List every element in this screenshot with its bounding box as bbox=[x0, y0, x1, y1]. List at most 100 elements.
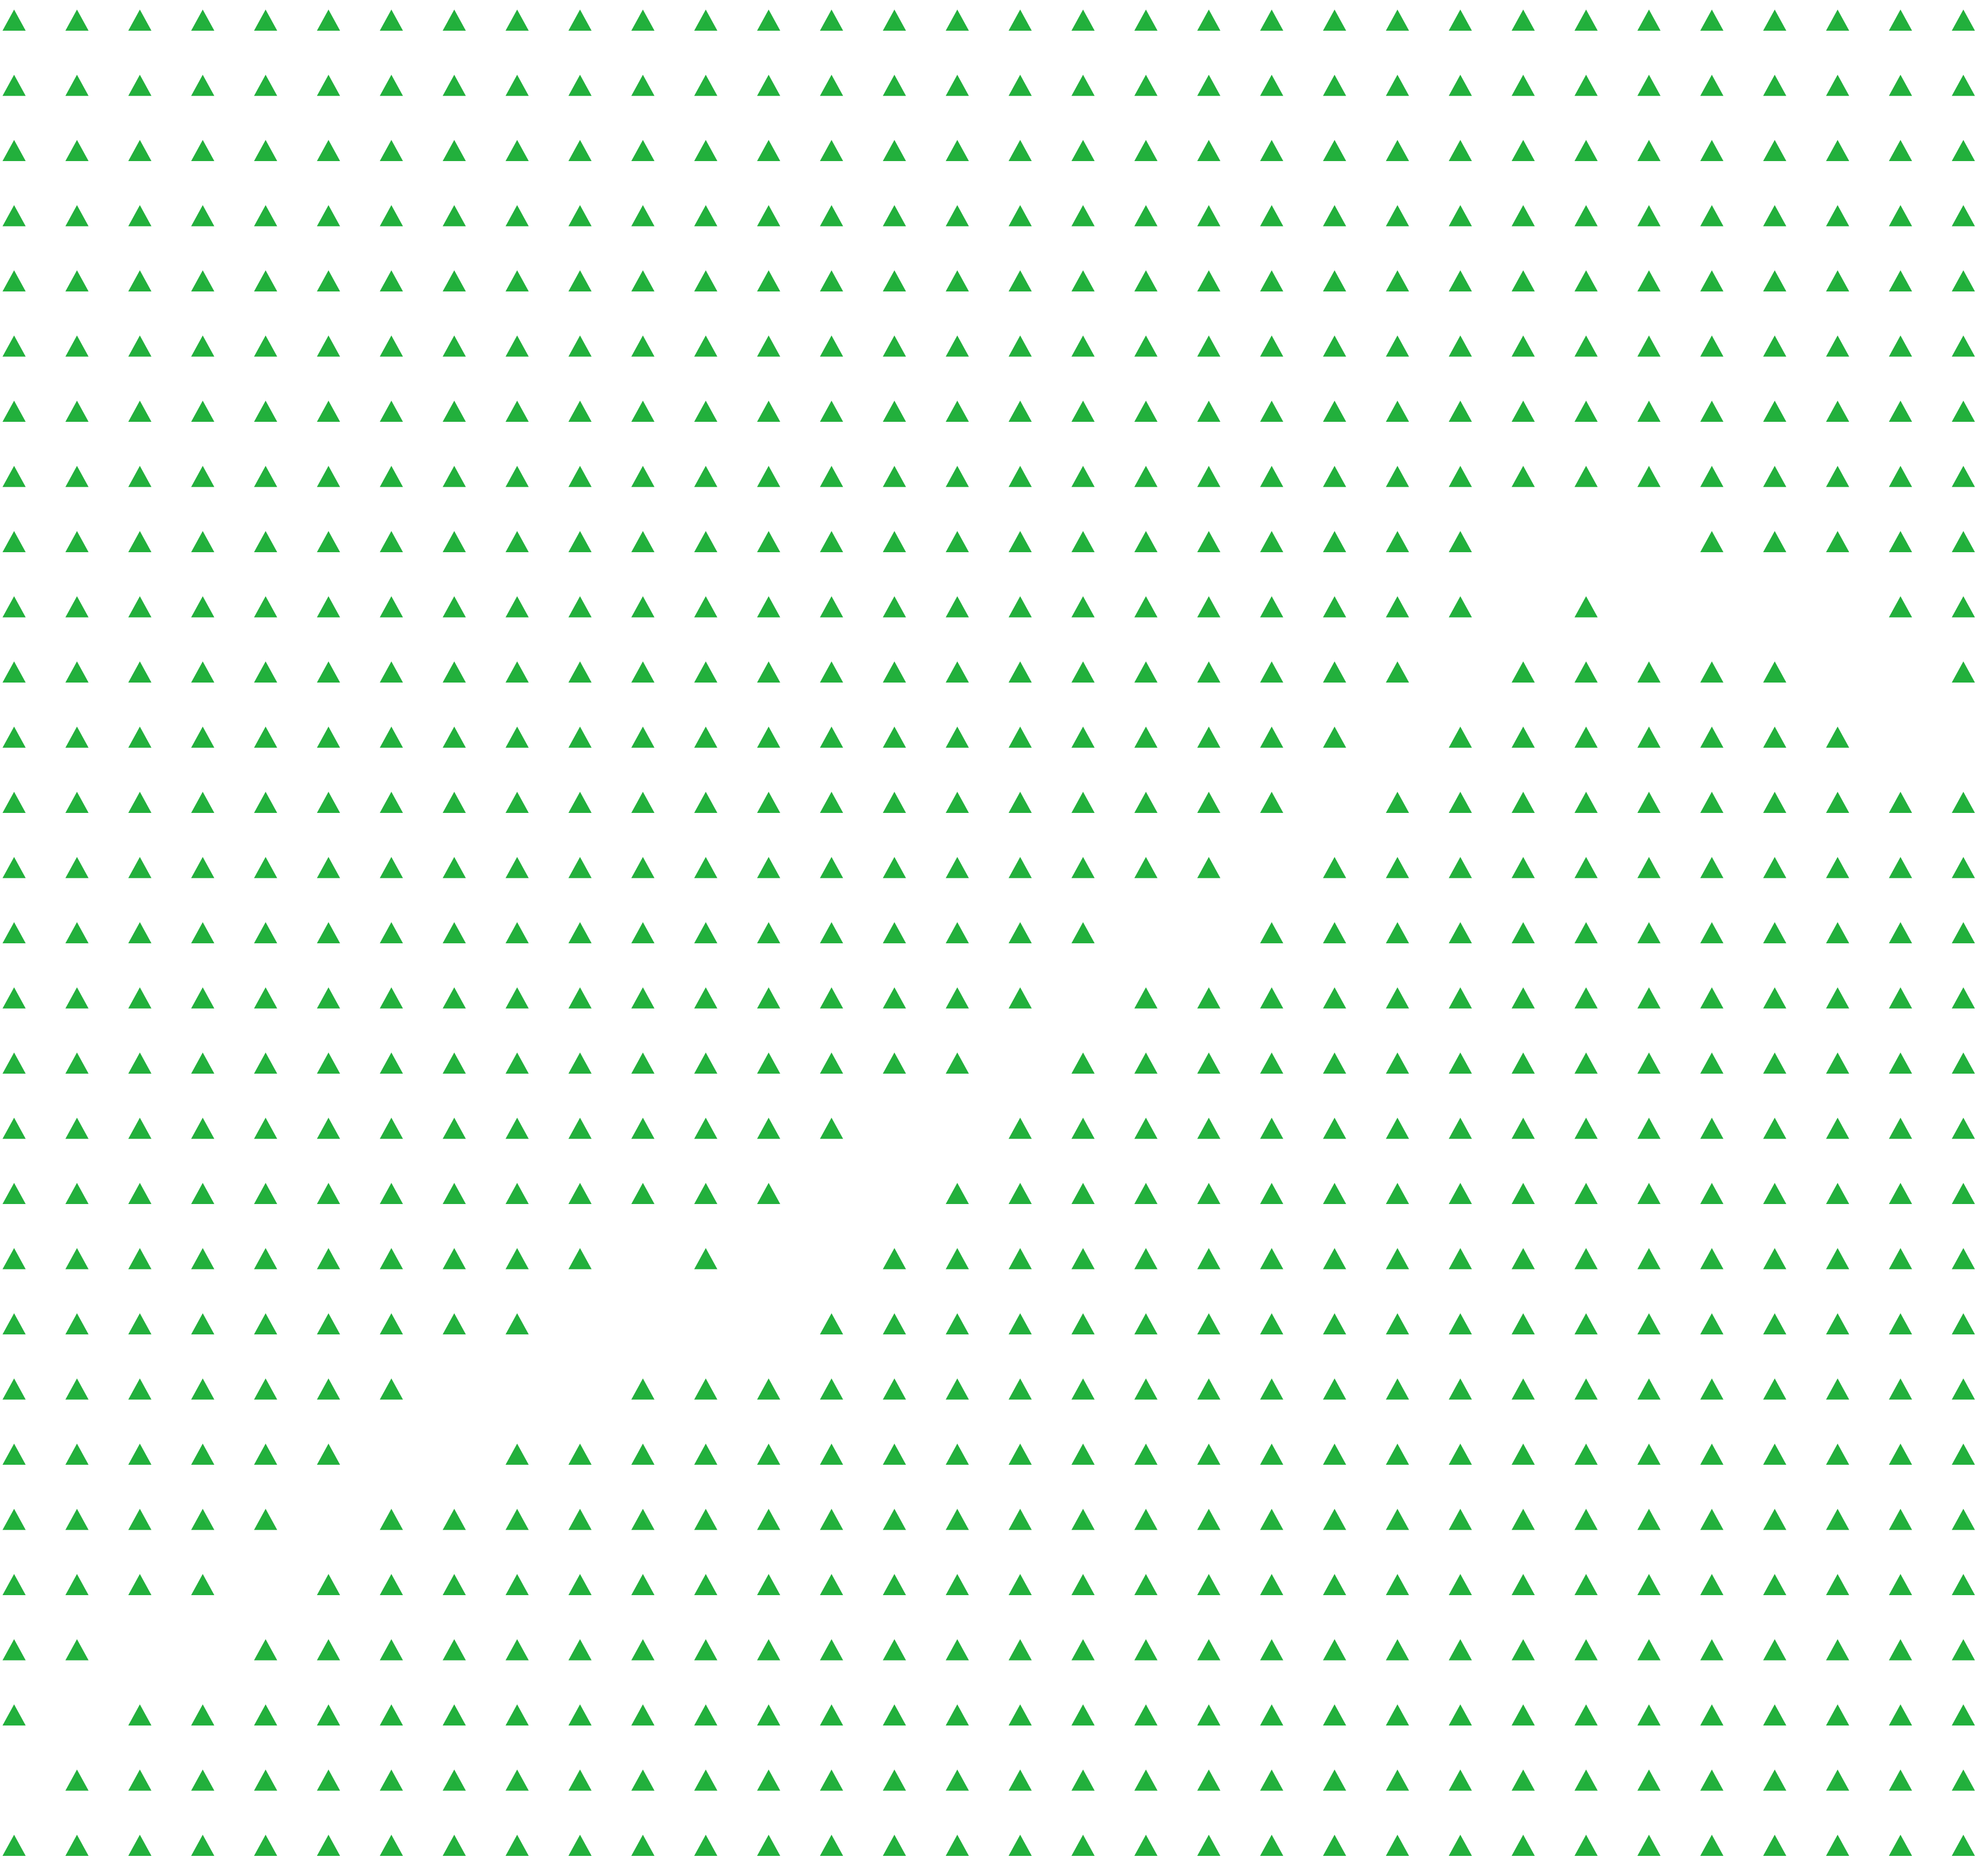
triangle-icon bbox=[1700, 140, 1724, 161]
triangle-icon bbox=[1134, 1444, 1158, 1465]
triangle-icon bbox=[443, 596, 466, 618]
triangle-icon bbox=[1889, 270, 1912, 291]
triangle-icon bbox=[945, 10, 969, 31]
triangle-icon bbox=[443, 922, 466, 943]
triangle-icon bbox=[1071, 1769, 1095, 1791]
triangle-icon bbox=[1385, 74, 1409, 96]
triangle-icon bbox=[1134, 1248, 1158, 1269]
triangle-icon bbox=[1574, 140, 1598, 161]
triangle-icon bbox=[1826, 1117, 1850, 1139]
triangle-icon bbox=[1951, 596, 1975, 618]
triangle-icon bbox=[65, 140, 89, 161]
triangle-icon bbox=[317, 270, 340, 291]
triangle-icon bbox=[1260, 1769, 1283, 1791]
triangle-icon bbox=[1260, 1835, 1283, 1856]
triangle-icon bbox=[1763, 74, 1787, 96]
triangle-icon bbox=[945, 922, 969, 943]
triangle-icon bbox=[1889, 205, 1912, 227]
triangle-icon bbox=[128, 922, 152, 943]
triangle-icon bbox=[505, 726, 529, 748]
triangle-icon bbox=[505, 1574, 529, 1595]
triangle-icon bbox=[65, 335, 89, 357]
triangle-icon bbox=[1071, 1444, 1095, 1465]
triangle-icon bbox=[1448, 857, 1472, 878]
triangle-icon bbox=[1197, 205, 1221, 227]
triangle-icon bbox=[443, 1509, 466, 1530]
triangle-icon bbox=[1889, 1313, 1912, 1334]
triangle-icon bbox=[443, 857, 466, 878]
triangle-icon bbox=[1134, 1704, 1158, 1725]
triangle-icon bbox=[65, 1835, 89, 1856]
triangle-icon bbox=[1889, 1639, 1912, 1661]
triangle-icon bbox=[1323, 531, 1346, 552]
triangle-icon bbox=[3, 1639, 26, 1661]
triangle-icon bbox=[631, 922, 654, 943]
triangle-icon bbox=[443, 74, 466, 96]
triangle-icon bbox=[443, 1183, 466, 1204]
triangle-icon bbox=[883, 1509, 906, 1530]
triangle-icon bbox=[1260, 205, 1283, 227]
triangle-icon bbox=[1385, 335, 1409, 357]
triangle-icon bbox=[505, 205, 529, 227]
triangle-icon bbox=[65, 1639, 89, 1661]
triangle-icon bbox=[568, 10, 592, 31]
triangle-icon bbox=[1008, 1769, 1032, 1791]
triangle-icon bbox=[1323, 1509, 1346, 1530]
triangle-icon bbox=[1637, 335, 1661, 357]
triangle-icon bbox=[694, 531, 717, 552]
triangle-icon bbox=[1700, 205, 1724, 227]
triangle-icon bbox=[1071, 1248, 1095, 1269]
triangle-icon bbox=[1763, 1117, 1787, 1139]
triangle-icon bbox=[1826, 1639, 1850, 1661]
triangle-icon bbox=[1574, 1378, 1598, 1400]
triangle-icon bbox=[1951, 1769, 1975, 1791]
triangle-icon bbox=[443, 792, 466, 813]
triangle-icon bbox=[1260, 1248, 1283, 1269]
triangle-icon bbox=[1700, 10, 1724, 31]
triangle-icon bbox=[191, 1183, 214, 1204]
triangle-icon bbox=[820, 140, 843, 161]
triangle-icon bbox=[1071, 335, 1095, 357]
triangle-icon bbox=[568, 270, 592, 291]
triangle-icon bbox=[380, 1509, 403, 1530]
triangle-icon bbox=[443, 1639, 466, 1661]
triangle-icon bbox=[1511, 1053, 1535, 1074]
triangle-icon bbox=[380, 1378, 403, 1400]
triangle-icon bbox=[694, 1117, 717, 1139]
triangle-icon bbox=[694, 1444, 717, 1465]
triangle-icon bbox=[883, 1313, 906, 1334]
triangle-icon bbox=[1763, 1835, 1787, 1856]
triangle-icon bbox=[1826, 74, 1850, 96]
triangle-icon bbox=[1448, 1769, 1472, 1791]
triangle-icon bbox=[1637, 1574, 1661, 1595]
triangle-icon bbox=[443, 10, 466, 31]
triangle-icon bbox=[1574, 1639, 1598, 1661]
triangle-icon bbox=[945, 1313, 969, 1334]
triangle-icon bbox=[1826, 335, 1850, 357]
triangle-icon bbox=[1385, 1769, 1409, 1791]
triangle-icon bbox=[443, 140, 466, 161]
triangle-icon bbox=[883, 140, 906, 161]
triangle-icon bbox=[1889, 1248, 1912, 1269]
triangle-icon bbox=[1574, 1313, 1598, 1334]
triangle-icon bbox=[1134, 661, 1158, 683]
triangle-icon bbox=[631, 270, 654, 291]
triangle-icon bbox=[1197, 1248, 1221, 1269]
triangle-icon bbox=[1511, 1835, 1535, 1856]
triangle-icon bbox=[254, 1183, 277, 1204]
triangle-icon bbox=[1134, 74, 1158, 96]
triangle-icon bbox=[1511, 1117, 1535, 1139]
triangle-icon bbox=[694, 1509, 717, 1530]
triangle-icon bbox=[757, 466, 780, 487]
triangle-icon bbox=[1323, 401, 1346, 422]
triangle-icon bbox=[631, 661, 654, 683]
triangle-icon bbox=[254, 205, 277, 227]
triangle-icon bbox=[757, 857, 780, 878]
triangle-icon bbox=[1134, 1313, 1158, 1334]
triangle-icon bbox=[1763, 1444, 1787, 1465]
triangle-icon bbox=[191, 1704, 214, 1725]
triangle-icon bbox=[1700, 1313, 1724, 1334]
triangle-icon bbox=[380, 726, 403, 748]
triangle-icon bbox=[1323, 1183, 1346, 1204]
triangle-icon bbox=[1134, 987, 1158, 1009]
